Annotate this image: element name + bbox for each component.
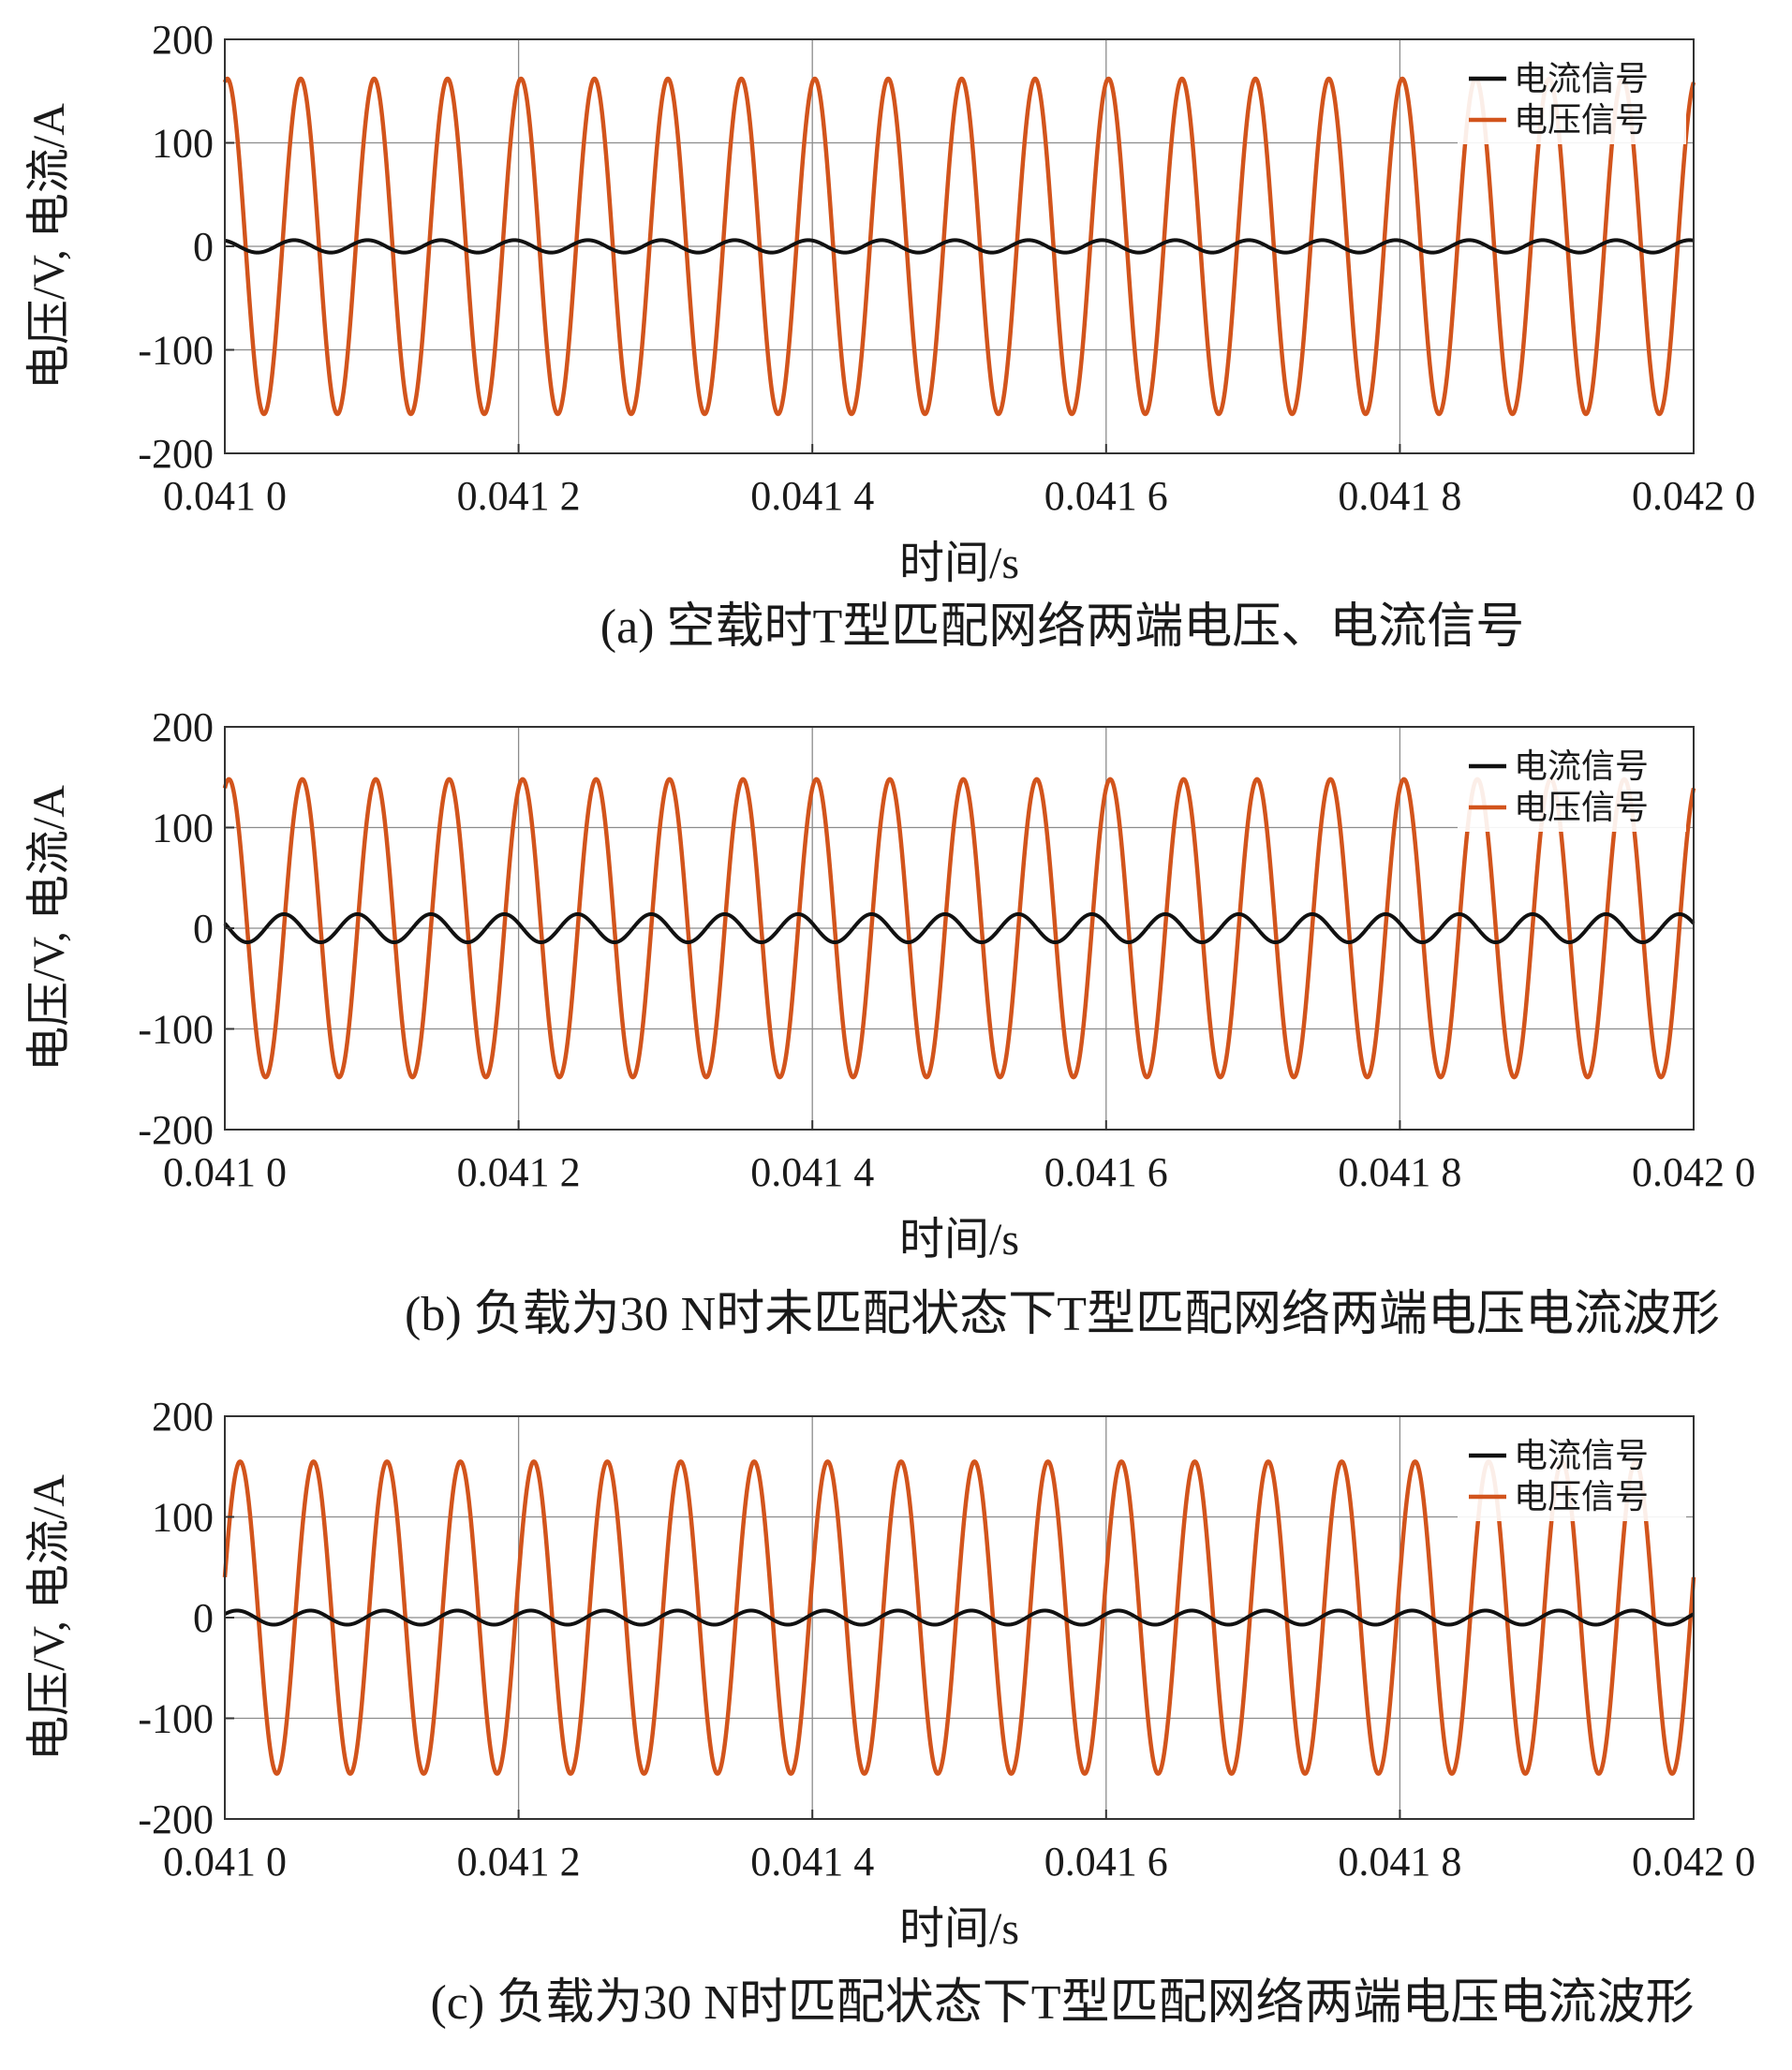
- y-axis-label: 电压/V, 电流/A: [24, 1474, 74, 1761]
- y-tick-label: -200: [138, 1107, 214, 1153]
- x-tick-label: 0.041 8: [1338, 1149, 1461, 1195]
- x-tick-label: 0.041 4: [750, 473, 874, 519]
- series-line-voltage: [222, 76, 1696, 417]
- y-tick-label: -100: [138, 1696, 214, 1742]
- x-tick-label: 0.041 2: [457, 1149, 581, 1195]
- legend-box: [1458, 51, 1686, 144]
- legend-box: [1458, 738, 1686, 832]
- y-tick-label: -100: [138, 328, 214, 374]
- x-tick-label: 0.041 6: [1044, 1839, 1168, 1885]
- x-tick-label: 0.041 8: [1338, 473, 1461, 519]
- y-tick-label: 100: [152, 806, 214, 851]
- x-tick-label: 0.041 0: [163, 473, 287, 519]
- x-axis-label: 时间/s: [899, 1904, 1019, 1954]
- x-tick-label: 0.041 6: [1044, 1149, 1168, 1195]
- legend-label: 电压信号: [1514, 789, 1649, 826]
- x-tick-label: 0.042 0: [1632, 1839, 1755, 1885]
- y-tick-label: 100: [152, 121, 214, 167]
- y-tick-label: 100: [152, 1495, 214, 1541]
- legend-label: 电压信号: [1514, 1478, 1649, 1516]
- y-tick-label: 0: [193, 906, 214, 952]
- x-tick-label: 0.041 4: [750, 1839, 874, 1885]
- legend-box: [1458, 1427, 1686, 1521]
- x-tick-label: 0.041 4: [750, 1149, 874, 1195]
- y-tick-label: 0: [193, 1595, 214, 1641]
- legend-label: 电流信号: [1514, 60, 1649, 97]
- x-tick-label: 0.041 6: [1044, 473, 1168, 519]
- x-tick-label: 0.041 0: [163, 1839, 287, 1885]
- x-axis-label: 时间/s: [899, 1215, 1019, 1264]
- y-axis-label: 电压/V, 电流/A: [24, 785, 74, 1072]
- figure-caption: (b) 负载为30 N时未匹配状态下T型匹配网络两端电压电流波形: [405, 1288, 1720, 1341]
- y-tick-label: -200: [138, 431, 214, 477]
- legend-label: 电压信号: [1514, 101, 1649, 139]
- x-tick-label: 0.041 0: [163, 1149, 287, 1195]
- y-tick-label: -100: [138, 1007, 214, 1053]
- series-line-current: [223, 1608, 1696, 1627]
- figure-caption: (a) 空载时T型匹配网络两端电压、电流信号: [600, 600, 1524, 654]
- x-axis-label: 时间/s: [899, 539, 1019, 588]
- y-tick-label: 200: [152, 17, 214, 63]
- legend-label: 电流信号: [1514, 1437, 1649, 1474]
- series-line-current: [223, 238, 1696, 255]
- x-tick-label: 0.041 2: [457, 1839, 581, 1885]
- y-tick-label: 200: [152, 704, 214, 750]
- series-line-voltage: [222, 776, 1696, 1080]
- x-tick-label: 0.041 2: [457, 473, 581, 519]
- legend-label: 电流信号: [1514, 747, 1649, 785]
- x-tick-label: 0.042 0: [1632, 473, 1755, 519]
- figure-caption: (c) 负载为30 N时匹配状态下T型匹配网络两端电压电流波形: [430, 1976, 1694, 2030]
- x-tick-label: 0.041 8: [1338, 1839, 1461, 1885]
- series-line-current: [223, 911, 1696, 945]
- y-axis-label: 电压/V, 电流/A: [24, 103, 74, 390]
- x-tick-label: 0.042 0: [1632, 1149, 1755, 1195]
- series-line-voltage: [222, 1459, 1696, 1776]
- y-tick-label: 0: [193, 224, 214, 270]
- y-tick-label: 200: [152, 1394, 214, 1440]
- y-tick-label: -200: [138, 1796, 214, 1842]
